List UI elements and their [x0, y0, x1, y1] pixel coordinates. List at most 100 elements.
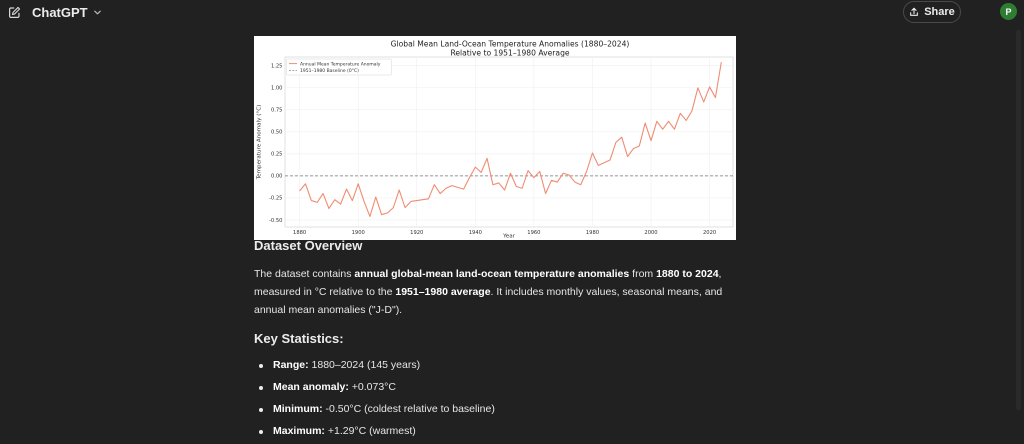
upload-icon [910, 7, 919, 16]
data-point [720, 61, 722, 63]
data-point [638, 145, 640, 147]
model-selector[interactable]: ChatGPT [32, 3, 102, 21]
x-tick-label: 1920 [410, 230, 423, 236]
data-point [311, 200, 312, 201]
legend: Annual Mean Temperature Anomaly 1951–198… [286, 58, 392, 76]
data-point [457, 187, 459, 188]
data-point [486, 157, 488, 159]
data-point [439, 193, 441, 194]
overview-text-3: , measured in °C relative to the [254, 268, 722, 298]
data-point [633, 148, 634, 149]
chart-title: Global Mean Land-Ocean Temperature Anoma… [391, 40, 630, 49]
data-point [515, 186, 517, 187]
data-point [674, 128, 675, 130]
x-tick-label: 2000 [644, 230, 657, 236]
data-point [627, 156, 628, 157]
data-point [381, 214, 382, 216]
x-tick-label: 1980 [586, 230, 599, 236]
y-tick-label: 0.75 [271, 108, 283, 114]
x-tick-label: 1940 [469, 230, 482, 236]
stat-maximum: Maximum: +1.29°C (warmest) [254, 425, 754, 438]
y-tick-label: 0.00 [271, 174, 283, 180]
chevron-down-icon [93, 10, 101, 14]
data-point [369, 216, 371, 217]
stat-label: Mean anomaly: [273, 381, 349, 393]
data-point [533, 177, 535, 179]
share-button[interactable]: Share [903, 1, 961, 23]
stat-label: Range: [273, 359, 309, 371]
x-tick-label: 1900 [352, 230, 365, 236]
data-point [615, 142, 617, 143]
data-point [498, 182, 500, 184]
x-tick-label: 1880 [293, 230, 306, 236]
overview-text-1: The dataset contains [254, 268, 355, 280]
edit-icon [8, 6, 20, 18]
data-point [510, 172, 511, 174]
data-point [656, 120, 658, 122]
data-point [609, 159, 611, 161]
stat-mean: Mean anomaly: +0.073°C [254, 381, 754, 394]
new-chat-button[interactable] [6, 4, 22, 20]
y-tick-label: -0.25 [269, 196, 282, 202]
share-label: Share [924, 6, 955, 18]
data-point [703, 101, 705, 103]
data-point [545, 193, 546, 194]
y-tick-label: 1.25 [271, 64, 283, 70]
dataset-overview-heading: Dataset Overview [254, 238, 363, 253]
data-point [662, 128, 664, 130]
data-point [404, 207, 406, 208]
data-point [492, 184, 494, 186]
overview-text-2: from [629, 268, 657, 280]
data-point [469, 177, 470, 179]
data-point [691, 110, 693, 112]
data-point [556, 181, 558, 183]
overview-bold-1: annual global-mean land-ocean temperatur… [354, 268, 630, 280]
data-point [551, 179, 552, 181]
data-point [562, 172, 564, 174]
data-point [433, 184, 435, 186]
data-point [375, 196, 377, 198]
data-point [334, 199, 336, 201]
assistant-message: Dataset Overview The dataset contains an… [254, 238, 754, 444]
x-tick-label: 1960 [527, 230, 540, 236]
x-tick-label: 2020 [703, 230, 716, 236]
y-tick-label: 1.00 [271, 86, 283, 92]
data-point [586, 171, 587, 172]
chart-image: Global Mean Land-Ocean Temperature Anoma… [254, 36, 736, 240]
data-point [410, 201, 412, 202]
data-point [387, 212, 388, 214]
stat-range: Range: 1880–2024 (145 years) [254, 359, 754, 372]
data-point [603, 162, 605, 164]
user-avatar[interactable]: P [1000, 3, 1017, 20]
data-point [679, 113, 681, 114]
data-point [340, 203, 341, 205]
data-point [346, 188, 347, 190]
key-statistics-heading: Key Statistics: [254, 331, 344, 346]
stat-label: Minimum: [273, 403, 323, 415]
x-axis-label: Year [502, 234, 516, 240]
overview-bold-3: 1951–1980 average [395, 286, 491, 298]
data-point [521, 187, 523, 189]
legend-box [286, 58, 392, 76]
temperature-chart: Global Mean Land-Ocean Temperature Anoma… [257, 40, 734, 240]
overview-paragraph: The dataset contains annual global-mean … [254, 265, 754, 319]
data-point [621, 136, 623, 138]
data-point [580, 184, 582, 186]
data-point [715, 97, 716, 98]
data-point [416, 200, 418, 201]
overview-bold-2: 1880 to 2024 [656, 268, 719, 280]
data-point [316, 201, 318, 203]
y-tick-labels: 1.25 1.00 0.75 0.50 0.25 0.00 -0.25 -0.50 [269, 64, 282, 224]
y-tick-label: -0.50 [269, 218, 282, 224]
stat-label: Maximum: [273, 425, 325, 437]
data-point [668, 120, 669, 122]
data-point [392, 207, 394, 208]
data-point [568, 174, 570, 176]
data-point [592, 152, 593, 154]
y-tick-label: 0.50 [271, 130, 283, 136]
data-point [685, 120, 687, 121]
data-point [597, 164, 599, 166]
legend-label-series: Annual Mean Temperature Anomaly [300, 62, 381, 68]
scrollbar[interactable] [1016, 30, 1021, 410]
stat-value: +1.29°C (warmest) [324, 425, 416, 437]
